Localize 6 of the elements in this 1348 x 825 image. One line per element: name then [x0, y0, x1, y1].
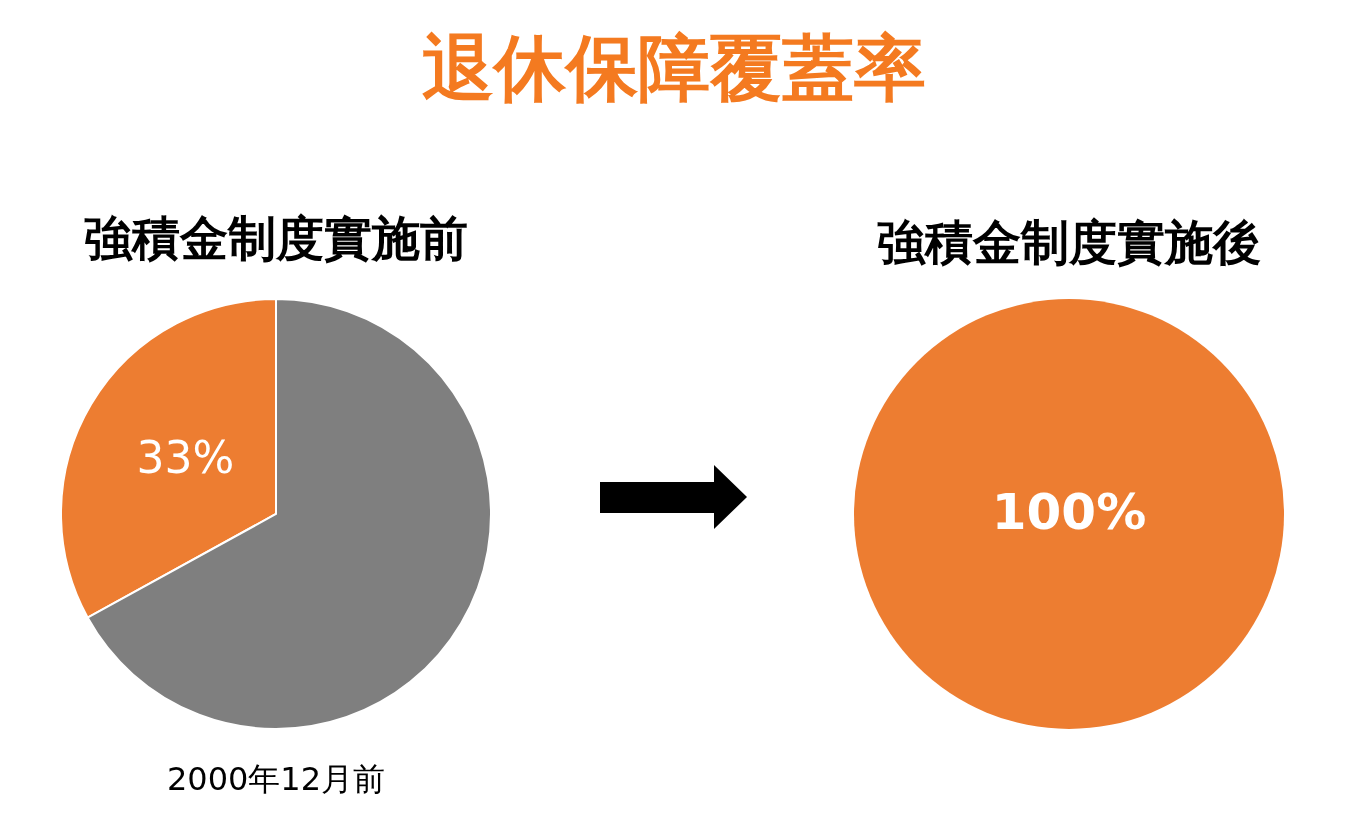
data-label: 100% [991, 483, 1147, 541]
chart-subtitle: 強積金制度實施前 [84, 210, 468, 266]
text: 退休保障覆蓋率 [421, 25, 927, 112]
text: 2000年12月前 [165, 759, 387, 800]
data-label: 33% [136, 432, 235, 484]
chart-subtitle: 強積金制度實施後 [877, 214, 1261, 270]
